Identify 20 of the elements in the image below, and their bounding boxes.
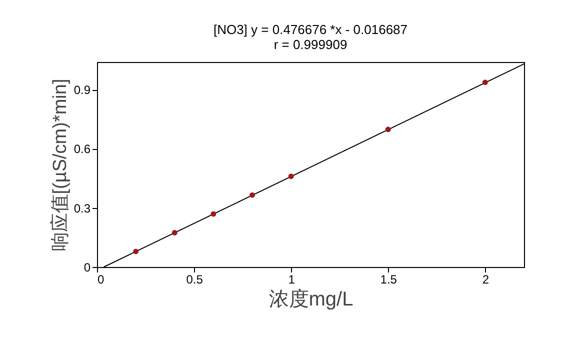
x-tick-label: 0.5 [186, 272, 204, 286]
chart-subtitle: r = 0.999909 [274, 37, 348, 52]
point [288, 174, 294, 180]
point [210, 211, 216, 217]
y-axis-title: 响应值[(µS/cm)*min] [48, 78, 71, 252]
x-axis-title: 浓度mg/L [268, 288, 354, 310]
x-tick-label: 2 [482, 272, 490, 286]
point [133, 248, 139, 254]
y-tick-label: 0.6 [74, 142, 91, 156]
x-tick-label: 1.5 [380, 272, 398, 286]
point [385, 126, 391, 132]
y-tick-label: 0 [84, 260, 91, 274]
x-tick-label: 1 [288, 272, 296, 286]
chart-title: [NO3] y = 0.476676 *x - 0.016687 [213, 22, 408, 37]
point [172, 230, 178, 236]
y-tick-label: 0.9 [74, 83, 91, 98]
point [250, 192, 256, 198]
point [482, 80, 488, 86]
x-tick-label: 0 [98, 272, 104, 286]
y-tick-label: 0.3 [74, 201, 91, 216]
